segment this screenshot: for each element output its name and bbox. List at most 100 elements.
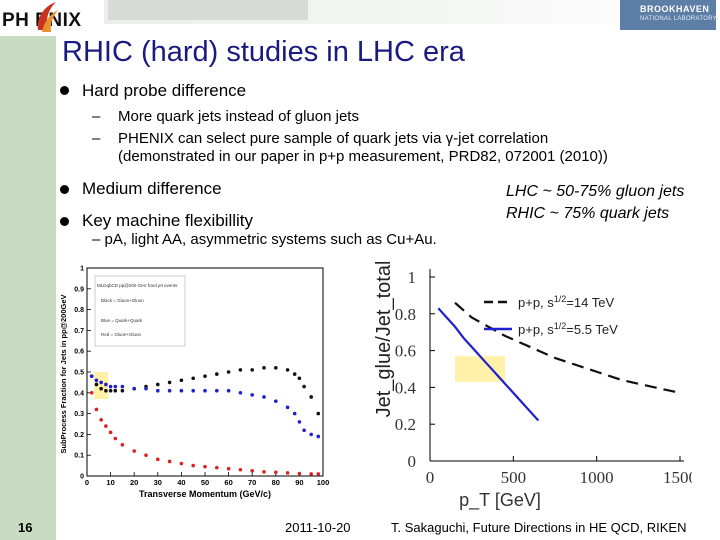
point-blue <box>316 434 321 439</box>
bullet-medium-difference: Medium difference <box>82 179 222 198</box>
point-blue <box>309 432 313 437</box>
point-blue <box>203 388 207 393</box>
right-chart-y-axis-label: Jet_glue/Jet_total <box>373 262 395 417</box>
point-black <box>167 380 172 385</box>
point-blue <box>89 374 94 378</box>
y-tick-label: 0.6 <box>395 342 416 361</box>
x-tick-label: 70 <box>248 478 256 487</box>
bullet-dot <box>60 185 69 194</box>
point-black <box>292 372 297 376</box>
y-tick-label: 0 <box>80 474 84 481</box>
y-tick-label: 0 <box>408 452 417 471</box>
x-tick-label: 1500 <box>663 468 692 487</box>
point-red <box>215 465 219 470</box>
right-chart-x-axis-label: p_T [GeV] <box>459 490 541 511</box>
footer-author: T. Sakaguchi, Future Directions in HE QC… <box>391 520 687 535</box>
x-tick-label: 20 <box>130 478 138 487</box>
point-blue <box>167 388 172 393</box>
y-tick-label: 0.3 <box>74 411 84 418</box>
point-black <box>285 368 290 372</box>
y-tick-label: 0.9 <box>74 286 84 293</box>
point-red <box>89 391 94 395</box>
left-chart-x-axis-label: Transverse Momentum (GeV/c) <box>139 489 271 499</box>
point-red <box>156 457 160 462</box>
x-tick-label: 50 <box>201 478 209 487</box>
point-black <box>302 384 306 389</box>
callout-lhc: LHC ~ 50-75% gluon jets <box>506 183 685 200</box>
footer-date: 2011-10-20 <box>285 520 351 535</box>
point-blue <box>132 386 136 391</box>
bullet-dot <box>60 217 69 226</box>
point-blue <box>297 420 302 424</box>
legend-entry-black: Black = Gluon+Gluon <box>101 298 144 303</box>
point-black <box>309 395 313 399</box>
point-blue <box>250 393 254 397</box>
point-red <box>132 449 136 453</box>
subitem-systems: – pA, light AA, asymmetric systems such … <box>92 231 437 248</box>
x-tick-label: 0 <box>426 468 435 487</box>
point-black <box>108 388 113 393</box>
point-blue <box>292 411 297 416</box>
y-tick-label: 0.7 <box>74 328 84 335</box>
y-tick-label: 0.8 <box>395 305 416 324</box>
bullet-key-machine: Key machine flexibillity <box>82 211 254 230</box>
point-blue <box>104 382 108 387</box>
point-red <box>226 466 231 471</box>
point-blue <box>120 384 125 389</box>
y-tick-label: 0.4 <box>74 390 84 397</box>
y-tick-label: 1 <box>80 266 84 273</box>
x-tick-label: 40 <box>177 478 185 487</box>
point-black <box>316 411 321 416</box>
subprocess-fraction-chart: 0 10 20 30 40 50 60 70 80 90 100 0 0.1 0.2 0.3 0.4 0.5 0.… <box>57 258 332 508</box>
x-tick-label: 1000 <box>580 468 614 487</box>
y-tick-label: 0.2 <box>74 432 84 439</box>
point-black <box>297 376 302 381</box>
point-black <box>113 388 118 393</box>
brookhaven-logo-subtitle: NATIONAL LABORATORY <box>640 16 718 22</box>
point-red <box>250 469 254 473</box>
highlight-region <box>455 356 505 382</box>
point-red <box>113 436 118 441</box>
point-blue <box>108 384 113 389</box>
legend-label: p+p, s1/2=5.5 TeV <box>518 321 618 337</box>
y-tick-label: 0.5 <box>74 370 84 377</box>
y-tick-label: 0.1 <box>74 453 84 460</box>
point-black <box>262 366 266 370</box>
point-black <box>274 366 278 370</box>
point-red <box>274 470 278 475</box>
point-blue <box>302 428 306 433</box>
point-red <box>94 407 99 412</box>
phenix-logo: PH ENIX <box>0 0 104 36</box>
page-number: 16 <box>18 520 33 535</box>
point-blue <box>99 380 103 385</box>
point-blue <box>94 378 99 383</box>
point-black <box>99 386 103 391</box>
subitem-paper-reference: (demonstrated in our paper in p+p measur… <box>118 148 608 165</box>
phenix-bird-icon <box>37 2 58 32</box>
point-black <box>156 382 160 387</box>
legend-entry-blue: Blue = Quark+Quark <box>101 318 143 323</box>
point-blue <box>179 388 184 393</box>
point-red <box>262 470 266 474</box>
y-tick-label: 0.2 <box>395 415 416 434</box>
dash-marker: – <box>92 130 101 147</box>
point-black <box>215 372 219 376</box>
point-black <box>191 376 195 381</box>
point-red <box>191 463 195 468</box>
point-red <box>316 472 321 476</box>
point-blue <box>274 399 278 403</box>
x-tick-label: 100 <box>317 478 330 487</box>
series-red <box>89 391 321 476</box>
point-red <box>120 443 125 447</box>
x-tick-label: 10 <box>106 478 114 487</box>
point-black <box>120 388 125 393</box>
point-red <box>285 471 290 475</box>
legend-header: MLDqbCD pp@200 GeV hard jet events <box>97 283 178 288</box>
point-red <box>108 430 113 435</box>
legend-box <box>94 275 186 347</box>
gluon-jet-fraction-chart: 0 0.2 0.4 0.6 0.8 1 0 500 1000 1500 p+p, s1/2=14 … <box>372 262 692 512</box>
x-tick-label: 90 <box>295 478 303 487</box>
y-tick-label: 0.4 <box>395 378 417 397</box>
slide-title: RHIC (hard) studies in LHC era <box>62 36 465 68</box>
point-red <box>179 461 184 466</box>
